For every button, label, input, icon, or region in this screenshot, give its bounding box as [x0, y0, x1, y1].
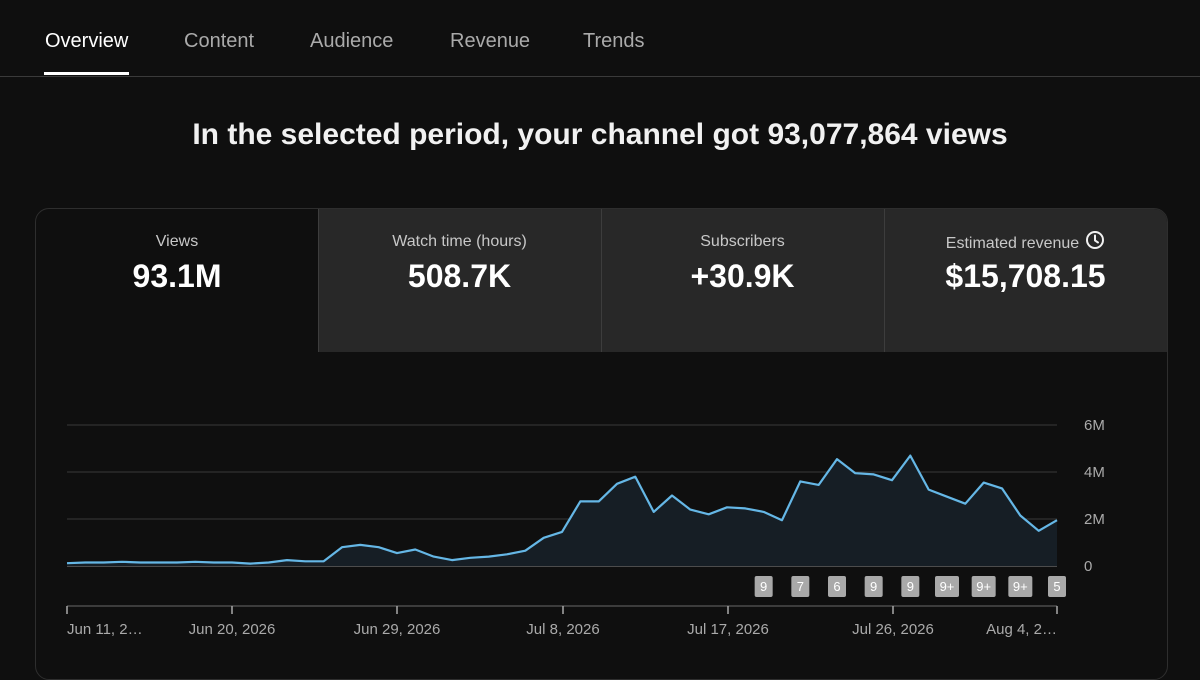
tab-trends[interactable]: Trends [583, 30, 645, 52]
y-tick-label: 0 [1084, 558, 1092, 575]
annotation-label: 9+ [1013, 579, 1028, 594]
metric-watch-time[interactable]: Watch time (hours) 508.7K [318, 209, 601, 352]
metric-label: Subscribers [700, 233, 785, 250]
metric-label: Estimated revenue [945, 235, 1080, 253]
annotation-label: 9+ [976, 579, 991, 594]
metric-label-row: Estimated revenue [884, 230, 1167, 255]
y-tick-label: 6M [1084, 417, 1105, 434]
x-tick-label: Jul 8, 2026 [526, 621, 599, 638]
annotation-label: 9 [760, 579, 767, 594]
annotation-label: 7 [797, 579, 804, 594]
tab-revenue[interactable]: Revenue [450, 30, 531, 52]
annotation-badge [791, 576, 810, 597]
tab-overview[interactable]: Overview [45, 30, 129, 52]
annotation-label: 9 [907, 579, 914, 594]
summary-headline: In the selected period, your channel got… [192, 118, 1008, 151]
annotation-badge [901, 576, 920, 597]
annotation-badge [935, 576, 959, 597]
y-tick-label: 2M [1084, 511, 1105, 528]
x-tick-label: Aug 4, 2… [986, 621, 1057, 638]
views-chart: 6M 4M 2M 0 9 7 6 9 9 9+ 9+ 9+ 5 Jun 11, 2… Jun 20, 202… [66, 417, 1105, 638]
metric-value: 93.1M [132, 258, 222, 294]
annotation-label: 5 [1053, 579, 1060, 594]
x-tick-label: Jun 29, 2026 [354, 621, 441, 638]
annotation-badge [1008, 576, 1033, 597]
views-line [66, 454, 1058, 565]
x-tick-label: Jul 26, 2026 [852, 621, 934, 638]
tab-audience[interactable]: Audience [310, 30, 394, 52]
annotation-label: 6 [833, 579, 840, 594]
annotation-badge [864, 576, 883, 597]
metric-value: $15,708.15 [945, 258, 1106, 294]
metric-divider [884, 209, 885, 352]
annotation-label: 9 [870, 579, 877, 594]
y-tick-label: 4M [1084, 464, 1105, 481]
clock-icon[interactable] [1085, 230, 1105, 255]
annotation-badge [828, 576, 846, 597]
metrics-card: Views 93.1M Watch time (hours) 508.7K Su… [35, 208, 1168, 680]
metric-label: Views [155, 233, 199, 250]
metric-value: +30.9K [690, 258, 795, 294]
metric-label: Watch time (hours) [392, 233, 527, 250]
tab-bar: Overview Content Audience Revenue Trends [0, 0, 1200, 77]
tab-content[interactable]: Content [184, 30, 255, 52]
active-tab-indicator [44, 72, 129, 75]
metric-divider [318, 209, 319, 352]
x-tick-label: Jun 11, 2… [67, 621, 143, 638]
metric-views[interactable]: Views 93.1M [36, 209, 318, 352]
metric-subscribers[interactable]: Subscribers +30.9K [601, 209, 884, 352]
metric-divider [601, 209, 602, 352]
x-tick-label: Jun 20, 2026 [189, 621, 276, 638]
metric-value: 508.7K [407, 258, 512, 294]
annotation-badge [754, 576, 773, 597]
annotation-badge [1048, 576, 1066, 597]
annotation-label: 9+ [940, 579, 955, 594]
annotation-badge [971, 576, 996, 597]
x-tick-label: Jul 17, 2026 [687, 621, 769, 638]
metric-estimated-revenue[interactable]: Estimated revenue $15,708.15 [884, 209, 1167, 352]
